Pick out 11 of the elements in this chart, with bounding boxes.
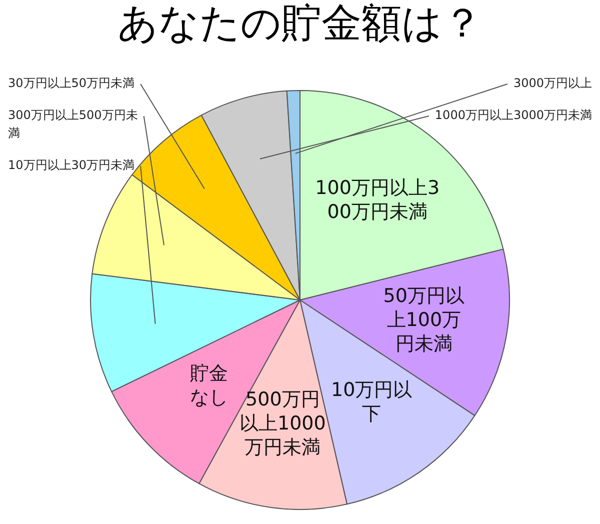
- slice-label: 50万円以上100万円未満: [383, 285, 464, 356]
- slice-label: 500万円以上1000万円未満: [240, 388, 326, 458]
- slice-label: 100万円以上300万円未満: [315, 176, 440, 223]
- slice-label: 貯金なし: [190, 362, 228, 409]
- slice-label: 3000万円以上: [513, 76, 592, 90]
- slice-label: 300万円以上500万円未満: [8, 108, 138, 140]
- slice-label: 10万円以上30万円未満: [8, 158, 135, 172]
- chart-title: あなたの貯金額は？: [118, 0, 482, 46]
- slice-label: 10万円以下: [331, 379, 412, 426]
- slice-label: 30万円以上50万円未満: [8, 76, 135, 90]
- slice-label: 1000万円以上3000万円未満: [434, 108, 592, 122]
